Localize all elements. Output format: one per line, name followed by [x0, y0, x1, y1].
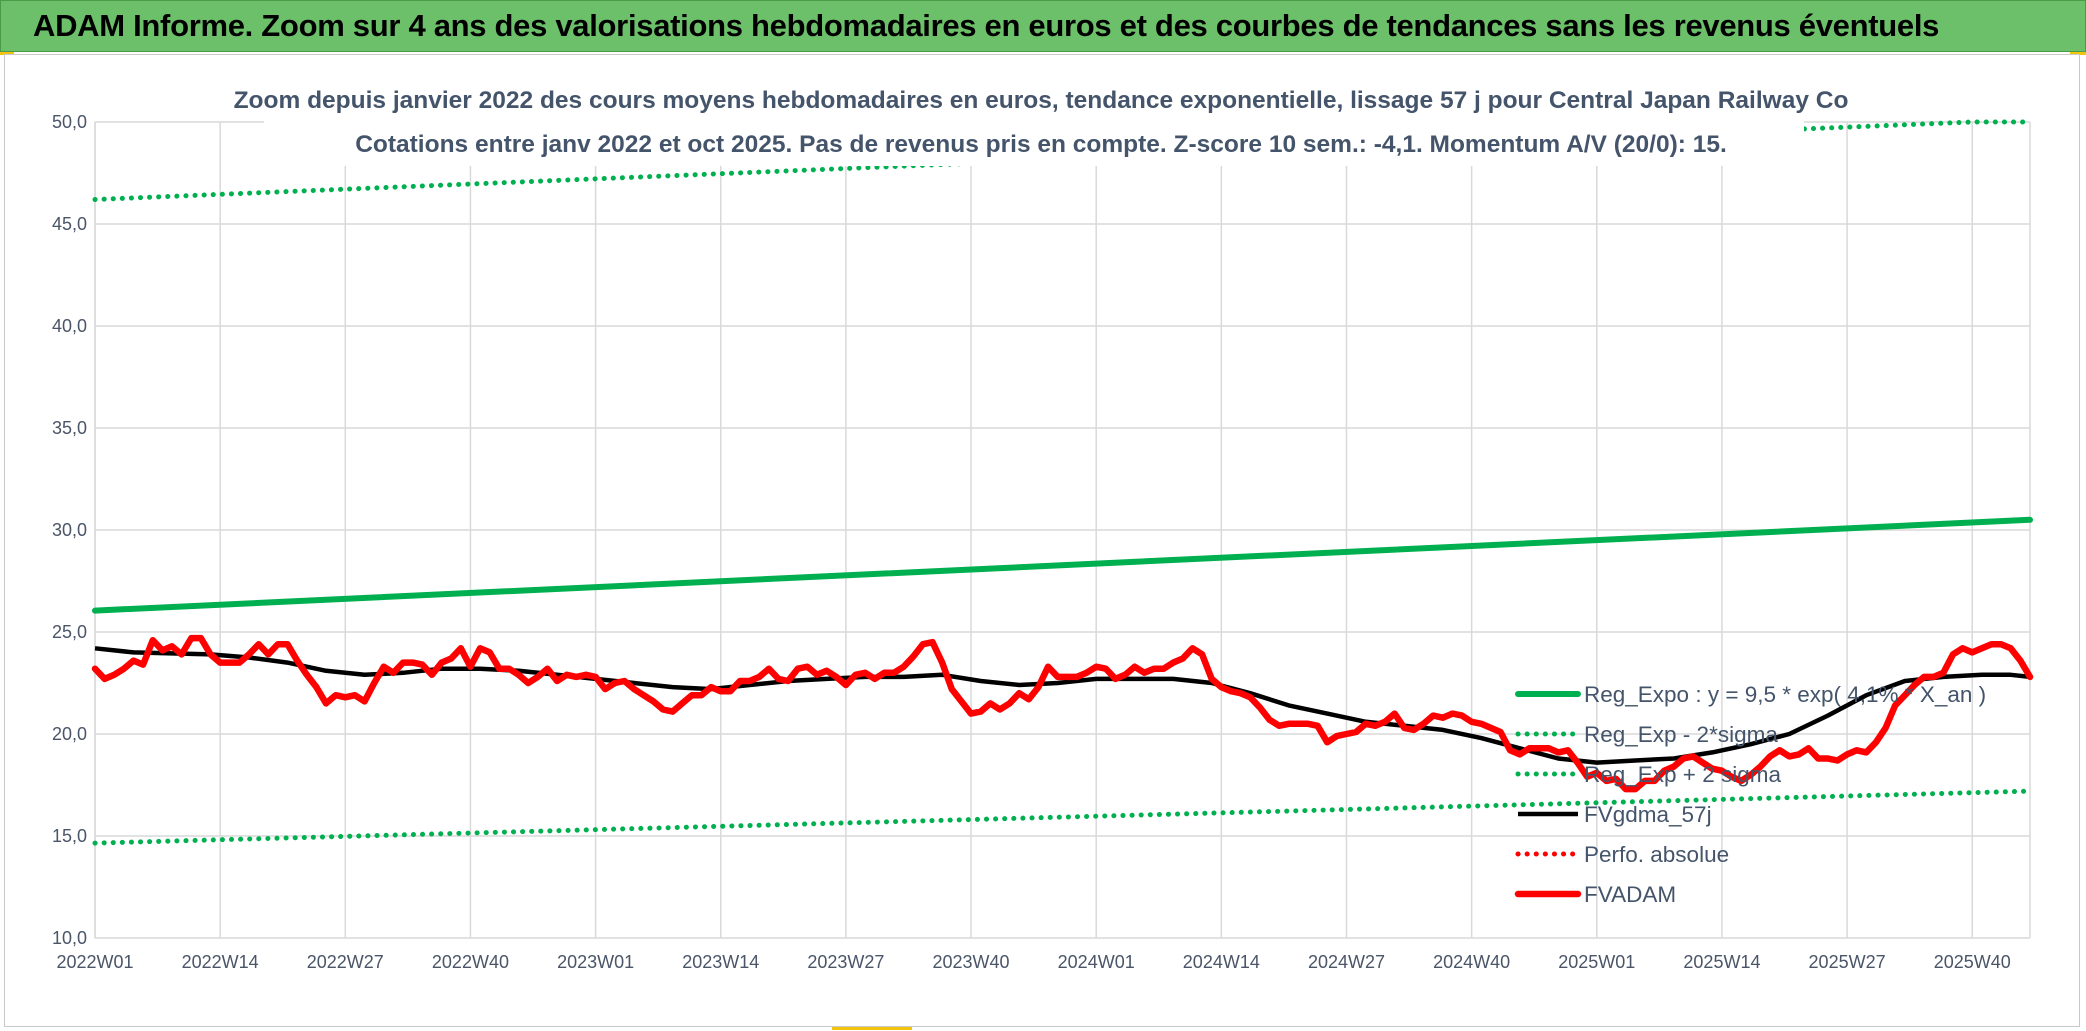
- x-tick-label: 2025W40: [1934, 952, 2011, 972]
- series-layer: [91, 119, 2034, 846]
- axis-layer: 10,0 15,0 20,0 25,0 30,0 35,0 40,0 45,0 50,0 2022…: [52, 112, 2011, 972]
- series-line-3: [92, 119, 2033, 202]
- x-tick-label: 2022W27: [307, 952, 384, 972]
- y-tick-label: 15,0: [52, 826, 87, 846]
- accent-mark-bottom: [832, 1027, 912, 1030]
- y-tick-label: 45,0: [52, 214, 87, 234]
- title-backdrop: [264, 80, 1804, 166]
- y-tick-label: 50,0: [52, 112, 87, 132]
- legend: Reg_Expo : y = 9,5 * exp( 4,1% * X_an ) R…: [1514, 682, 1986, 907]
- series-line-1: [92, 516, 2033, 614]
- series-line-2: [92, 788, 2033, 846]
- x-tick-label: 2025W01: [1558, 952, 1635, 972]
- x-tick-label: 2024W27: [1308, 952, 1385, 972]
- legend-label: Reg_Exp - 2*sigma: [1584, 722, 1778, 747]
- legend-label: FVADAM: [1584, 882, 1676, 907]
- x-tick-label: 2023W01: [557, 952, 634, 972]
- y-tick-label: 35,0: [52, 418, 87, 438]
- report-banner: ADAM Informe. Zoom sur 4 ans des valoris…: [0, 0, 2086, 52]
- y-tick-label: 30,0: [52, 520, 87, 540]
- legend-label: Perfo. absolue: [1584, 842, 1729, 867]
- x-tick-label: 2022W14: [182, 952, 259, 972]
- x-tick-label: 2022W40: [432, 952, 509, 972]
- x-tick-label: 2022W01: [56, 952, 133, 972]
- accent-mark-left: [0, 52, 14, 55]
- report-title: ADAM Informe. Zoom sur 4 ans des valoris…: [33, 8, 1940, 43]
- title-layer: Zoom depuis janvier 2022 des cours moyen…: [234, 80, 1849, 166]
- accent-mark-right: [2070, 52, 2086, 55]
- x-tick-label: 2025W27: [1809, 952, 1886, 972]
- x-tick-label: 2023W40: [933, 952, 1010, 972]
- chart-subtitle: Cotations entre janv 2022 et oct 2025. P…: [355, 131, 1727, 158]
- x-tick-label: 2023W27: [807, 952, 884, 972]
- legend-label: FVgdma_57j: [1584, 802, 1712, 827]
- x-tick-label: 2024W01: [1058, 952, 1135, 972]
- chart-frame: [4, 54, 2080, 1027]
- series-line-4: [94, 646, 2031, 765]
- series-line-6: [91, 634, 2034, 793]
- legend-label: Reg_Expo : y = 9,5 * exp( 4,1% * X_an ): [1584, 682, 1986, 707]
- x-tick-label: 2025W14: [1683, 952, 1760, 972]
- y-tick-label: 10,0: [52, 928, 87, 948]
- y-tick-label: 20,0: [52, 724, 87, 744]
- legend-label: Reg_Exp + 2 sigma: [1584, 762, 1781, 787]
- x-tick-label: 2023W14: [682, 952, 759, 972]
- y-tick-label: 40,0: [52, 316, 87, 336]
- chart-title: Zoom depuis janvier 2022 des cours moyen…: [234, 87, 1849, 114]
- y-tick-label: 25,0: [52, 622, 87, 642]
- grid-layer: [94, 121, 2031, 939]
- x-tick-label: 2024W14: [1183, 952, 1260, 972]
- x-tick-label: 2024W40: [1433, 952, 1510, 972]
